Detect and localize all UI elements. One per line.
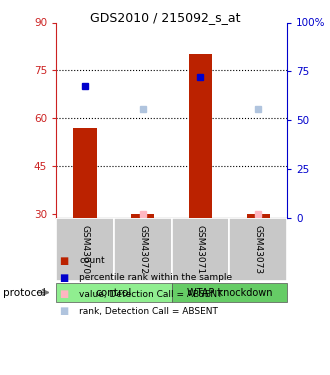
Text: GSM43070: GSM43070 <box>81 225 89 274</box>
Text: value, Detection Call = ABSENT: value, Detection Call = ABSENT <box>79 290 223 299</box>
Text: count: count <box>79 256 105 265</box>
Text: WTAP knockdown: WTAP knockdown <box>186 288 272 297</box>
Text: protocol: protocol <box>3 288 46 297</box>
Bar <box>229 217 287 281</box>
Text: control: control <box>96 288 132 297</box>
Bar <box>247 214 270 217</box>
Text: ■: ■ <box>59 290 69 299</box>
Bar <box>114 217 172 281</box>
Bar <box>131 214 154 217</box>
Bar <box>189 54 212 217</box>
Bar <box>172 217 229 281</box>
Text: GDS2010 / 215092_s_at: GDS2010 / 215092_s_at <box>90 11 240 24</box>
Text: ■: ■ <box>59 273 69 282</box>
Text: GSM43073: GSM43073 <box>254 225 263 274</box>
Text: GSM43072: GSM43072 <box>138 225 147 274</box>
Bar <box>56 217 114 281</box>
Text: ■: ■ <box>59 256 69 266</box>
Bar <box>74 128 97 218</box>
Text: ■: ■ <box>59 306 69 316</box>
Text: rank, Detection Call = ABSENT: rank, Detection Call = ABSENT <box>79 307 218 316</box>
Text: GSM43071: GSM43071 <box>196 225 205 274</box>
Text: percentile rank within the sample: percentile rank within the sample <box>79 273 232 282</box>
